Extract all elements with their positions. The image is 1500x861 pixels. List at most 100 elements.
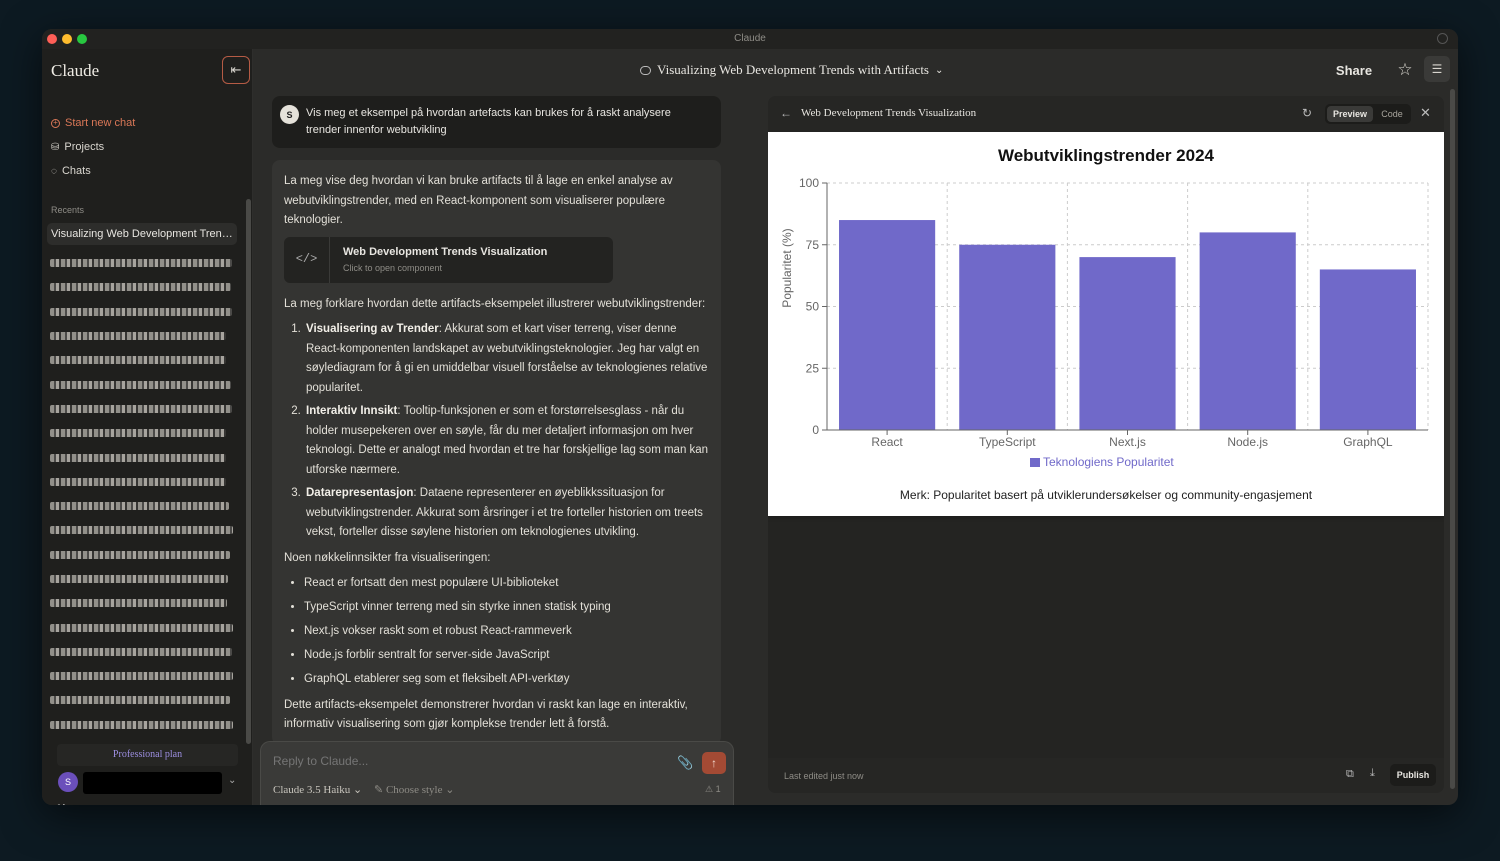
- chats-label: Chats: [61, 165, 91, 177]
- user-message: S Vis meg et eksempel på hvordan artefac…: [272, 96, 721, 148]
- settings-sliders-icon[interactable]: ☰: [1424, 56, 1450, 82]
- paperclip-icon[interactable]: 📎: [677, 755, 694, 770]
- chats-link[interactable]: ◌ Chats: [51, 165, 91, 177]
- copy-icon[interactable]: ⧉: [1346, 768, 1354, 780]
- user-name-redacted: [83, 772, 222, 794]
- recent-chat-item[interactable]: [50, 518, 236, 542]
- download-icon[interactable]: ⤓: [1370, 767, 1375, 779]
- artifact-header: ← Web Development Trends Visualization ↻…: [768, 96, 1444, 132]
- tab-preview[interactable]: Preview: [1327, 106, 1373, 122]
- recent-chat-item[interactable]: [50, 470, 236, 494]
- recent-chat-blurred-title: [50, 283, 231, 292]
- y-tick-label: 25: [806, 361, 820, 375]
- recent-chat-active[interactable]: Visualizing Web Development Trend...: [47, 223, 237, 245]
- x-axis: React TypeScript Next.js Node.js GraphQL: [827, 429, 1428, 449]
- share-button[interactable]: Share: [1335, 62, 1373, 78]
- recent-chat-item[interactable]: [50, 688, 236, 712]
- publish-button[interactable]: Publish: [1390, 764, 1436, 786]
- legend-swatch: [1030, 458, 1040, 467]
- bar[interactable]: [959, 244, 1056, 430]
- recent-chat-blurred-title: [50, 332, 226, 341]
- recent-chat-item[interactable]: [50, 300, 236, 324]
- recent-chat-item[interactable]: [50, 324, 236, 348]
- start-new-chat-label: Start new chat: [65, 117, 136, 129]
- recent-chat-blurred-title: [50, 380, 231, 389]
- search-icon[interactable]: [1437, 33, 1448, 44]
- app-window: Claude Claude ⇤ + Start new chat ⛁ Proje…: [42, 29, 1458, 805]
- usage-badge[interactable]: ⚠ 1: [705, 784, 721, 794]
- recent-chat-blurred-title: [50, 404, 232, 413]
- insights-list: React er fortsatt den mest populære UI-b…: [304, 574, 709, 690]
- collapse-sidebar-button[interactable]: ⇤: [222, 56, 250, 84]
- user-message-text: Vis meg et eksempel på hvordan artefacts…: [306, 107, 671, 136]
- recent-chat-item[interactable]: [50, 372, 236, 396]
- recent-chat-blurred-title: [50, 599, 227, 608]
- recent-chat-item[interactable]: [50, 640, 236, 664]
- chevron-down-icon: ⌄: [934, 64, 944, 76]
- recent-chat-item[interactable]: [50, 397, 236, 421]
- close-window-button[interactable]: [47, 34, 57, 44]
- send-button[interactable]: ↑: [702, 752, 726, 774]
- maximize-window-button[interactable]: [77, 34, 87, 44]
- avatar: S: [58, 772, 78, 792]
- start-new-chat-link[interactable]: + Start new chat: [51, 117, 135, 129]
- insight-item: React er fortsatt den mest populære UI-b…: [304, 574, 709, 594]
- chat-bubble-icon: ◌: [51, 165, 57, 177]
- x-tick-label: React: [871, 435, 903, 449]
- close-icon[interactable]: ✕: [1420, 105, 1431, 120]
- x-tick-label: Node.js: [1227, 435, 1268, 449]
- artifact-card-subtitle: Click to open component: [343, 262, 443, 273]
- y-axis-label: Popularitet (%): [780, 228, 794, 307]
- refresh-icon[interactable]: ↻: [1302, 106, 1313, 120]
- recent-chat-blurred-title: [50, 429, 226, 438]
- recent-chat-item[interactable]: [50, 251, 236, 275]
- recent-chat-blurred-title: [50, 307, 232, 316]
- back-arrow-icon[interactable]: ←: [780, 106, 792, 120]
- chart-bars: [839, 220, 1416, 430]
- recent-chat-blurred-title: [50, 356, 226, 365]
- bar[interactable]: [1079, 257, 1176, 430]
- user-avatar: S: [280, 105, 299, 124]
- main-scrollbar[interactable]: [1450, 89, 1455, 789]
- point-item: Interaktiv Innsikt: Tooltip-funksjonen e…: [304, 402, 709, 480]
- tab-code[interactable]: Code: [1381, 109, 1403, 119]
- plan-badge[interactable]: Professional plan: [57, 744, 238, 766]
- x-tick-label: Next.js: [1109, 435, 1146, 449]
- recent-chat-item[interactable]: [50, 445, 236, 469]
- point-text: : Dataene representerer en øyeblikkssitu…: [306, 487, 703, 538]
- reply-input[interactable]: [273, 754, 653, 768]
- recent-chat-item[interactable]: [50, 348, 236, 372]
- recent-chat-item[interactable]: [50, 713, 236, 737]
- projects-link[interactable]: ⛁ Projects: [51, 141, 104, 153]
- point-text: : Tooltip-funksjonen er som et forstørre…: [306, 405, 709, 476]
- recent-chat-item[interactable]: [50, 421, 236, 445]
- recents-list: [50, 251, 236, 737]
- bar[interactable]: [1199, 232, 1296, 430]
- star-icon[interactable]: ☆: [1397, 60, 1413, 79]
- recent-chat-item[interactable]: [50, 567, 236, 591]
- recent-chat-item[interactable]: [50, 664, 236, 688]
- recent-chat-blurred-title: [50, 550, 230, 559]
- brand-logo[interactable]: Claude: [51, 61, 100, 80]
- artifact-card[interactable]: </> Web Development Trends Visualization…: [284, 236, 613, 283]
- recent-chat-item[interactable]: [50, 591, 236, 615]
- recent-chat-item[interactable]: [50, 275, 236, 299]
- bar[interactable]: [839, 220, 936, 430]
- y-tick-label: 50: [806, 300, 820, 314]
- recent-chat-item[interactable]: [50, 494, 236, 518]
- assistant-explain: La meg forklare hvordan dette artifacts-…: [284, 297, 706, 310]
- projects-icon: ⛁: [51, 141, 60, 153]
- bar[interactable]: [1319, 269, 1416, 430]
- minimize-window-button[interactable]: [62, 34, 72, 44]
- recent-chat-item[interactable]: [50, 543, 236, 567]
- sidebar-scrollbar[interactable]: [246, 199, 251, 744]
- artifact-title: Web Development Trends Visualization: [801, 107, 977, 119]
- recent-chat-item[interactable]: [50, 615, 236, 639]
- model-selector[interactable]: Claude 3.5 Haiku ⌄: [273, 784, 363, 796]
- user-menu[interactable]: S ⌄: [57, 771, 241, 795]
- artifact-card-title: Web Development Trends Visualization: [343, 245, 548, 258]
- style-selector[interactable]: ✎ Choose style ⌄: [374, 784, 455, 796]
- point-title: Interaktiv Innsikt: [306, 405, 398, 417]
- chat-title-dropdown[interactable]: Visualizing Web Development Trends with …: [640, 62, 943, 78]
- window-title: Claude: [734, 33, 766, 44]
